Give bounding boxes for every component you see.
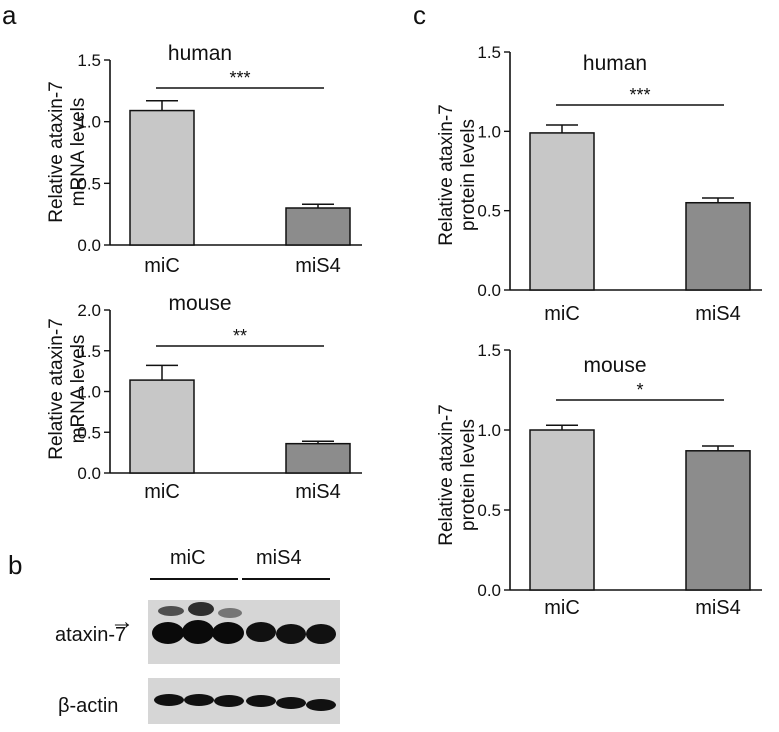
- y-axis-label-line: mRNA levels: [68, 98, 89, 207]
- blot-group-line-miS4: [242, 578, 330, 580]
- category-label-miS4: miS4: [695, 597, 741, 619]
- y-axis-label-line: protein levels: [458, 119, 479, 231]
- y-axis-label-line: Relative ataxin-7: [436, 404, 457, 546]
- blot-row-label-beta-actin: β-actin: [58, 695, 119, 717]
- y-axis-label-line: protein levels: [458, 419, 479, 531]
- y-tick-label: 1.0: [477, 421, 501, 440]
- blot-arrow-icon: →: [110, 608, 134, 635]
- bar-miS4: [285, 442, 351, 474]
- bar-miS4: [685, 450, 751, 591]
- y-tick-label: 0.0: [477, 581, 501, 600]
- y-tick-label: 0.5: [477, 202, 501, 221]
- y-axis-label-line: Relative ataxin-7: [436, 104, 457, 246]
- blot-group-label-miC: miC: [170, 547, 206, 569]
- panel-letter-c: c: [413, 0, 426, 30]
- y-tick-label: 0.5: [77, 174, 101, 193]
- chart-title: mouse: [583, 354, 646, 377]
- y-tick-label: 1.5: [477, 43, 501, 62]
- chart-title: human: [168, 42, 232, 65]
- bar-miS4: [685, 201, 751, 291]
- bar-miC: [129, 379, 195, 474]
- chart-title: mouse: [168, 292, 231, 315]
- category-label-miS4: miS4: [695, 303, 741, 325]
- y-tick-label: 1.0: [77, 113, 101, 132]
- western-blot-panel: miC miS4 → ataxin-7 β-actin: [0, 530, 380, 730]
- chart-c-mouse: 0.0 0.5 1.0 1.5 miC miS4 * mouse Relative ataxin…: [436, 341, 762, 619]
- y-axis-label-line: Relative ataxin-7: [46, 81, 67, 223]
- category-label-miS4: miS4: [295, 481, 341, 503]
- bar-miS4: [285, 207, 351, 246]
- category-label-miC: miC: [144, 255, 180, 277]
- category-label-miC: miC: [144, 481, 180, 503]
- chart-a-human: 0.0 0.5 1.0 1.5 miC miS4 *** human Relative atax…: [46, 42, 362, 277]
- category-label-miC: miC: [544, 303, 580, 325]
- y-axis-label-line: Relative ataxin-7: [46, 318, 67, 460]
- bar-miC: [129, 109, 195, 246]
- y-tick-label: 0.5: [477, 501, 501, 520]
- category-label-miS4: miS4: [295, 255, 341, 277]
- significance-stars: *: [636, 380, 643, 400]
- y-tick-label: 0.0: [77, 236, 101, 255]
- chart-c-human: 0.0 0.5 1.0 1.5 miC miS4 *** human Relative atax…: [436, 43, 762, 325]
- significance-stars: ***: [629, 85, 650, 105]
- y-axis-label: Relative ataxin-7protein levels: [436, 104, 479, 246]
- significance-stars: ***: [229, 68, 250, 88]
- panel-letter-b: b: [8, 550, 23, 580]
- y-axis-label: Relative ataxin-7protein levels: [436, 404, 479, 546]
- y-axis-label-line: mRNA levels: [68, 335, 89, 444]
- y-tick-label: 1.5: [477, 341, 501, 360]
- significance-stars: **: [233, 326, 247, 346]
- y-tick-label: 1.5: [77, 342, 101, 361]
- y-tick-label: 0.5: [77, 423, 101, 442]
- bar-miC: [529, 132, 595, 291]
- blot-group-line-miC: [150, 578, 238, 580]
- blot-strip-beta-actin: [148, 678, 340, 724]
- panel-letter-a: a: [2, 0, 17, 30]
- blot-group-label-miS4: miS4: [256, 547, 302, 569]
- category-label-miC: miC: [544, 597, 580, 619]
- y-tick-label: 1.5: [77, 51, 101, 70]
- y-tick-label: 2.0: [77, 301, 101, 320]
- bar-miC: [529, 429, 595, 591]
- chart-title: human: [583, 52, 647, 75]
- y-tick-label: 0.0: [477, 281, 501, 300]
- y-tick-label: 1.0: [477, 122, 501, 141]
- blot-row-label-ataxin-7: ataxin-7: [55, 624, 127, 646]
- y-axis-label: Relative ataxin-7mRNA levels: [46, 318, 89, 460]
- chart-a-mouse: 0.0 0.5 1.0 1.5 2.0 miC miS4 **mouse Relative at…: [46, 292, 362, 503]
- blot-strip-ataxin-7: [148, 600, 340, 664]
- y-tick-label: 1.0: [77, 383, 101, 402]
- y-tick-label: 0.0: [77, 464, 101, 483]
- y-axis-label: Relative ataxin-7mRNA levels: [46, 81, 89, 223]
